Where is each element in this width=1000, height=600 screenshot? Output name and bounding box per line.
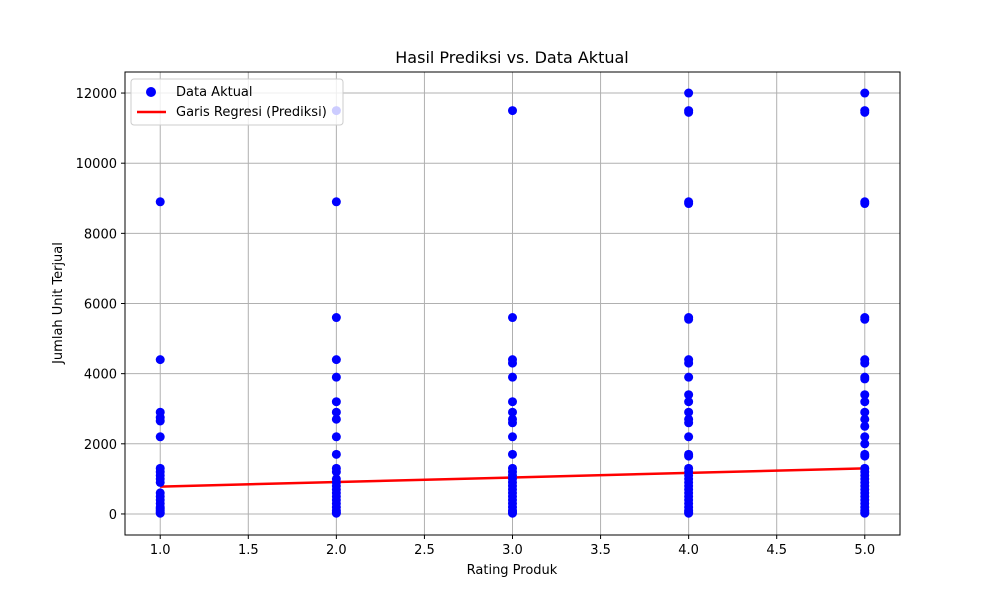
scatter-point [860,107,870,117]
scatter-point [155,355,165,365]
scatter-point [508,432,517,442]
scatter-point [684,508,694,518]
scatter-point [331,449,341,459]
y-tick-label: 10000 [76,157,117,172]
y-tick-label: 4000 [84,368,117,383]
scatter-point [860,414,870,424]
scatter-point [684,451,694,461]
scatter-point [860,451,870,461]
scatter-point [331,432,341,442]
scatter-point [331,372,341,382]
x-axis-ticks: 1.0 1.5 2.0 2.5 3.0 3.5 4.0 4.5 5.0 [150,535,875,558]
x-tick-label: 1.0 [150,543,171,558]
chart-title: Hasil Prediksi vs. Data Aktual [395,48,628,67]
scatter-point [155,416,165,426]
scatter-point [508,372,517,382]
scatter-point [860,314,870,324]
scatter-point [860,407,870,417]
scatter-point [684,199,694,209]
scatter-point [508,106,517,116]
scatter-point [684,88,694,98]
y-axis-label: Jumlah Unit Terjual [51,242,66,365]
scatter-point [331,355,341,365]
scatter-point [155,477,165,487]
scatter-point [684,314,694,324]
x-axis-label: Rating Produk [467,563,558,578]
scatter-point [508,397,517,407]
data-points [155,88,870,518]
scatter-point [508,508,517,518]
scatter-point [860,88,870,98]
scatter-point [331,414,341,424]
scatter-point [684,358,694,368]
scatter-point [155,197,165,207]
scatter-point [331,397,341,407]
y-tick-label: 0 [109,508,117,523]
scatter-point [860,199,870,209]
scatter-point [155,508,165,518]
scatter-point [508,358,517,368]
y-tick-label: 6000 [84,298,117,313]
scatter-point [331,508,341,518]
scatter-point [508,418,517,428]
scatter-point [684,107,694,117]
scatter-point [331,197,341,207]
legend-label-line: Garis Regresi (Prediksi) [176,105,327,120]
legend-box [130,78,344,126]
x-tick-label: 1.5 [238,543,259,558]
scatter-point [684,407,694,417]
x-tick-label: 3.5 [590,543,611,558]
scatter-point [860,421,870,431]
scatter-point [331,407,341,417]
scatter-point [684,397,694,407]
x-tick-label: 4.0 [678,543,699,558]
scatter-point [684,418,694,428]
scatter-point [684,372,694,382]
x-tick-label: 4.5 [766,543,787,558]
y-tick-label: 12000 [76,87,117,102]
scatter-point [860,358,870,368]
scatter-point [508,449,517,459]
scatter-point [860,390,870,400]
scatter-point [331,313,341,323]
legend-label-scatter: Data Aktual [176,85,253,100]
scatter-point [860,432,870,442]
scatter-point [860,397,870,407]
scatter-point [860,439,870,449]
scatter-point [155,432,165,442]
scatter-point [860,374,870,384]
legend-marker-scatter [146,87,156,97]
y-axis-ticks: 0 2000 4000 6000 8000 10000 12000 [76,87,125,523]
scatter-point [860,508,870,518]
scatter-point [508,407,517,417]
x-tick-label: 5.0 [854,543,875,558]
y-tick-label: 2000 [84,438,117,453]
y-tick-label: 8000 [84,227,117,242]
legend: Data Aktual Garis Regresi (Prediksi) [130,78,344,126]
x-tick-label: 2.5 [414,543,435,558]
scatter-point [684,390,694,400]
scatter-point [508,313,517,323]
scatter-point [331,467,341,477]
x-tick-label: 2.0 [326,543,347,558]
x-tick-label: 3.0 [502,543,523,558]
scatter-point [684,432,694,442]
